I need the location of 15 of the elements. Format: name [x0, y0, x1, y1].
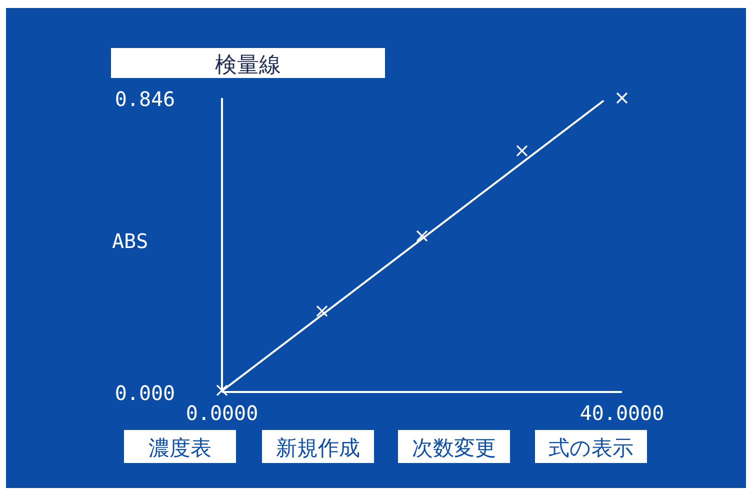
point [416, 230, 428, 242]
point [616, 92, 628, 104]
text: 式の表示 [548, 436, 634, 460]
text: 新規作成 [276, 436, 360, 460]
y-tick-label: 0.846 [114, 87, 176, 111]
point [316, 305, 328, 317]
text: 次数変更 [412, 436, 496, 460]
point [516, 145, 528, 157]
text: 濃度表 [148, 436, 212, 460]
chart-title: 検量線 [215, 53, 281, 78]
point [216, 384, 228, 396]
x-tick-label: 0.0000 [186, 401, 258, 425]
x-tick-label: 40.0000 [580, 401, 664, 425]
y-tick-label: 0.000 [114, 381, 176, 405]
y-axis-title: ABS [112, 229, 148, 253]
